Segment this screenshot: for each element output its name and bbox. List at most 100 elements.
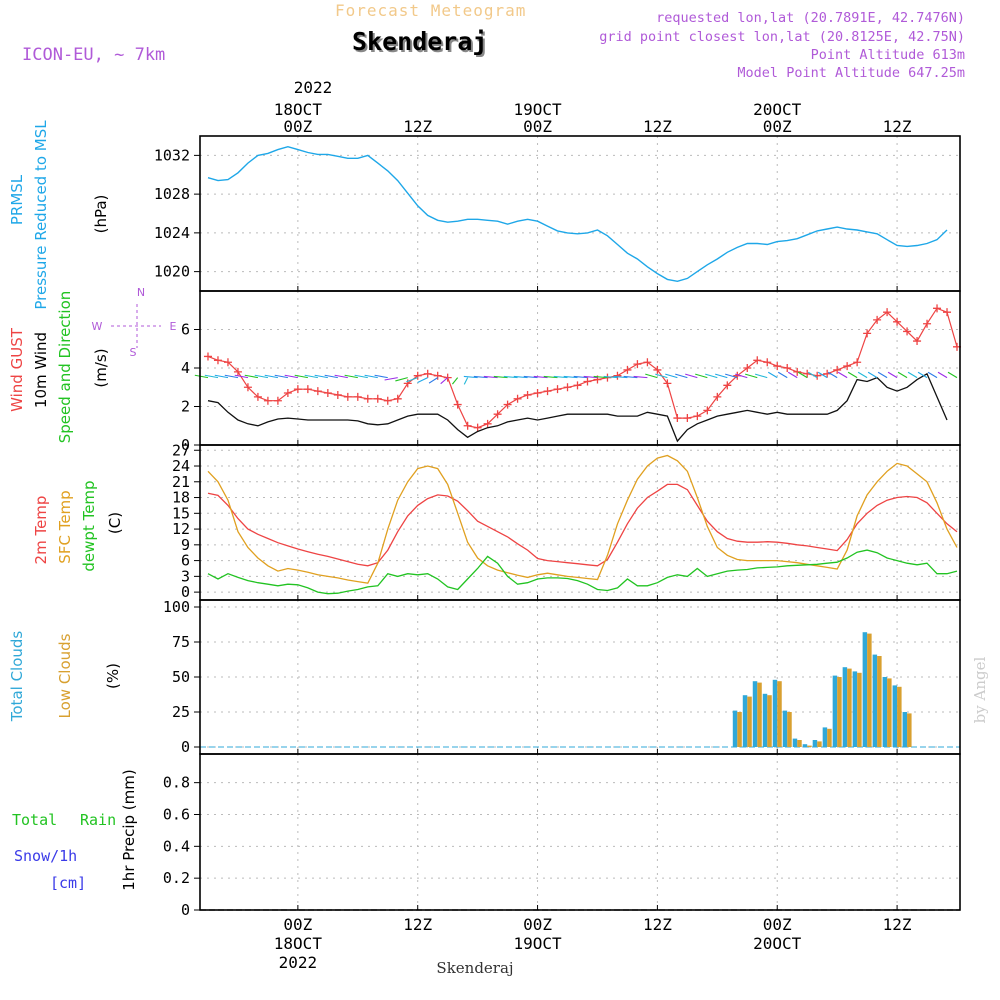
ytick-label-clouds-0: 0 [181, 738, 190, 756]
wind-arrow-71 [907, 371, 918, 379]
wind-arrow-6 [254, 374, 269, 379]
wind-arrow-50 [695, 373, 708, 379]
ytick-label-temp-1: 3 [181, 567, 190, 585]
total-cloud-bar-13 [862, 632, 868, 747]
gust-marker-71 [913, 337, 922, 346]
gust-marker-26 [463, 421, 472, 430]
total-cloud-bar-8 [812, 740, 818, 747]
gust-marker-30 [503, 400, 512, 409]
gust-marker-72 [923, 319, 932, 328]
gust-marker-65 [853, 358, 862, 367]
low-cloud-bar-12 [857, 672, 862, 747]
clouds-label-0: Total Clouds [8, 631, 26, 723]
model-label: ICON-EU, ~ 7km [22, 45, 165, 65]
gust-marker-43 [633, 360, 642, 369]
wind-arrow-69 [887, 371, 898, 379]
gust-marker-7 [273, 396, 282, 405]
wind-arrow-47 [665, 373, 678, 379]
ytick-label-pressure-1: 1024 [154, 224, 190, 242]
ytick-label-temp-4: 12 [172, 520, 190, 538]
clouds-label-1: Low Clouds [56, 633, 74, 718]
grid-layer [194, 136, 960, 911]
gust-marker-47 [673, 414, 682, 423]
total-cloud-bar-14 [872, 654, 878, 747]
gust-marker-56 [763, 358, 772, 367]
wind-arrow-64 [837, 371, 848, 379]
precip-unit: 1hr Precip (mm) [120, 769, 138, 890]
temp-label-1: SFC Temp [56, 490, 74, 563]
wind-arrow-32 [513, 375, 528, 379]
gust-marker-13 [333, 390, 342, 399]
gust-marker-11 [313, 387, 322, 396]
top-year: 2022 [294, 78, 333, 97]
gust-marker-2 [223, 358, 232, 367]
gust-marker-10 [303, 385, 312, 394]
ytick-label-wind-1: 2 [181, 398, 190, 416]
wind-arrow-42 [613, 375, 628, 379]
total-cloud-bar-0 [732, 710, 738, 747]
ytick-label-precip-2: 0.4 [163, 837, 190, 855]
total-cloud-bar-16 [892, 685, 898, 747]
gust-marker-37 [573, 381, 582, 390]
gust-marker-48 [683, 414, 692, 423]
gust-marker-45 [653, 365, 662, 374]
gust-marker-27 [473, 423, 482, 432]
gust-marker-63 [833, 365, 842, 374]
wind-arrow-38 [573, 375, 588, 379]
total-cloud-bar-9 [822, 727, 828, 747]
wind-arrow-30 [493, 375, 508, 379]
gust-marker-21 [413, 371, 422, 380]
wind-arrow-59 [787, 371, 798, 379]
wind-arrow-17 [364, 374, 378, 379]
grid-point-coords: grid point closest lon,lat (20.8125E, 42… [599, 29, 965, 45]
ytick-label-pressure-2: 1028 [154, 185, 190, 203]
precip-label-total: Total [12, 811, 57, 829]
ytick-label-precip-1: 0.2 [163, 869, 190, 887]
ytick-label-temp-2: 6 [181, 552, 190, 570]
bottom-time-label-1-0: 12Z [403, 915, 432, 934]
wind-label-0: Wind GUST [8, 327, 26, 412]
wind-label-2: Speed and Direction [56, 291, 74, 444]
wind-arrow-25 [451, 377, 459, 385]
compass-s: S [130, 346, 137, 359]
top-time-label-0-0: 18OCT [274, 100, 323, 119]
gust-marker-73 [933, 304, 942, 313]
frame-layer [199, 135, 961, 911]
total-cloud-bar-5 [782, 710, 788, 747]
gust-marker-70 [903, 327, 912, 336]
subtitle: Forecast Meteogram [335, 1, 526, 20]
pressure-unit: (hPa) [92, 195, 110, 234]
wind-arrow-34 [533, 375, 548, 379]
gust-marker-44 [643, 358, 652, 367]
wind-arrow-58 [777, 371, 788, 379]
wind-arrow-75 [947, 371, 958, 379]
top-time-label-2-1: 00Z [523, 117, 552, 136]
wind-arrow-65 [847, 371, 858, 379]
gust-marker-49 [693, 412, 702, 421]
footer-location: Skenderaj [436, 959, 513, 977]
total-cloud-bar-6 [792, 738, 798, 747]
wind-arrow-24 [440, 377, 449, 385]
ytick-label-clouds-1: 25 [172, 703, 190, 721]
low-cloud-bar-17 [907, 713, 912, 747]
wind-arrow-48 [675, 373, 688, 379]
temp-label-0: 2m Temp [32, 496, 50, 565]
wind-arrow-36 [553, 375, 568, 379]
wind-arrow-21 [406, 377, 418, 383]
total-cloud-bar-3 [762, 693, 768, 747]
bottom-time-label-4-0: 00Z [763, 915, 792, 934]
wind-arrow-19 [384, 377, 398, 381]
gust-marker-42 [623, 365, 632, 374]
wind-arrow-72 [917, 371, 928, 379]
wind-label-1: 10m Wind [32, 332, 50, 408]
low-cloud-bar-4 [777, 681, 782, 747]
total-cloud-bar-12 [852, 671, 858, 747]
compass-cross [111, 304, 161, 348]
gust-marker-51 [713, 392, 722, 401]
gust-marker-16 [363, 394, 372, 403]
top-time-label-3-0: 12Z [643, 117, 672, 136]
precip-label-cm: [cm] [50, 874, 86, 892]
ytick-label-wind-0: 0 [181, 436, 190, 454]
total-cloud-bar-1 [742, 695, 748, 747]
